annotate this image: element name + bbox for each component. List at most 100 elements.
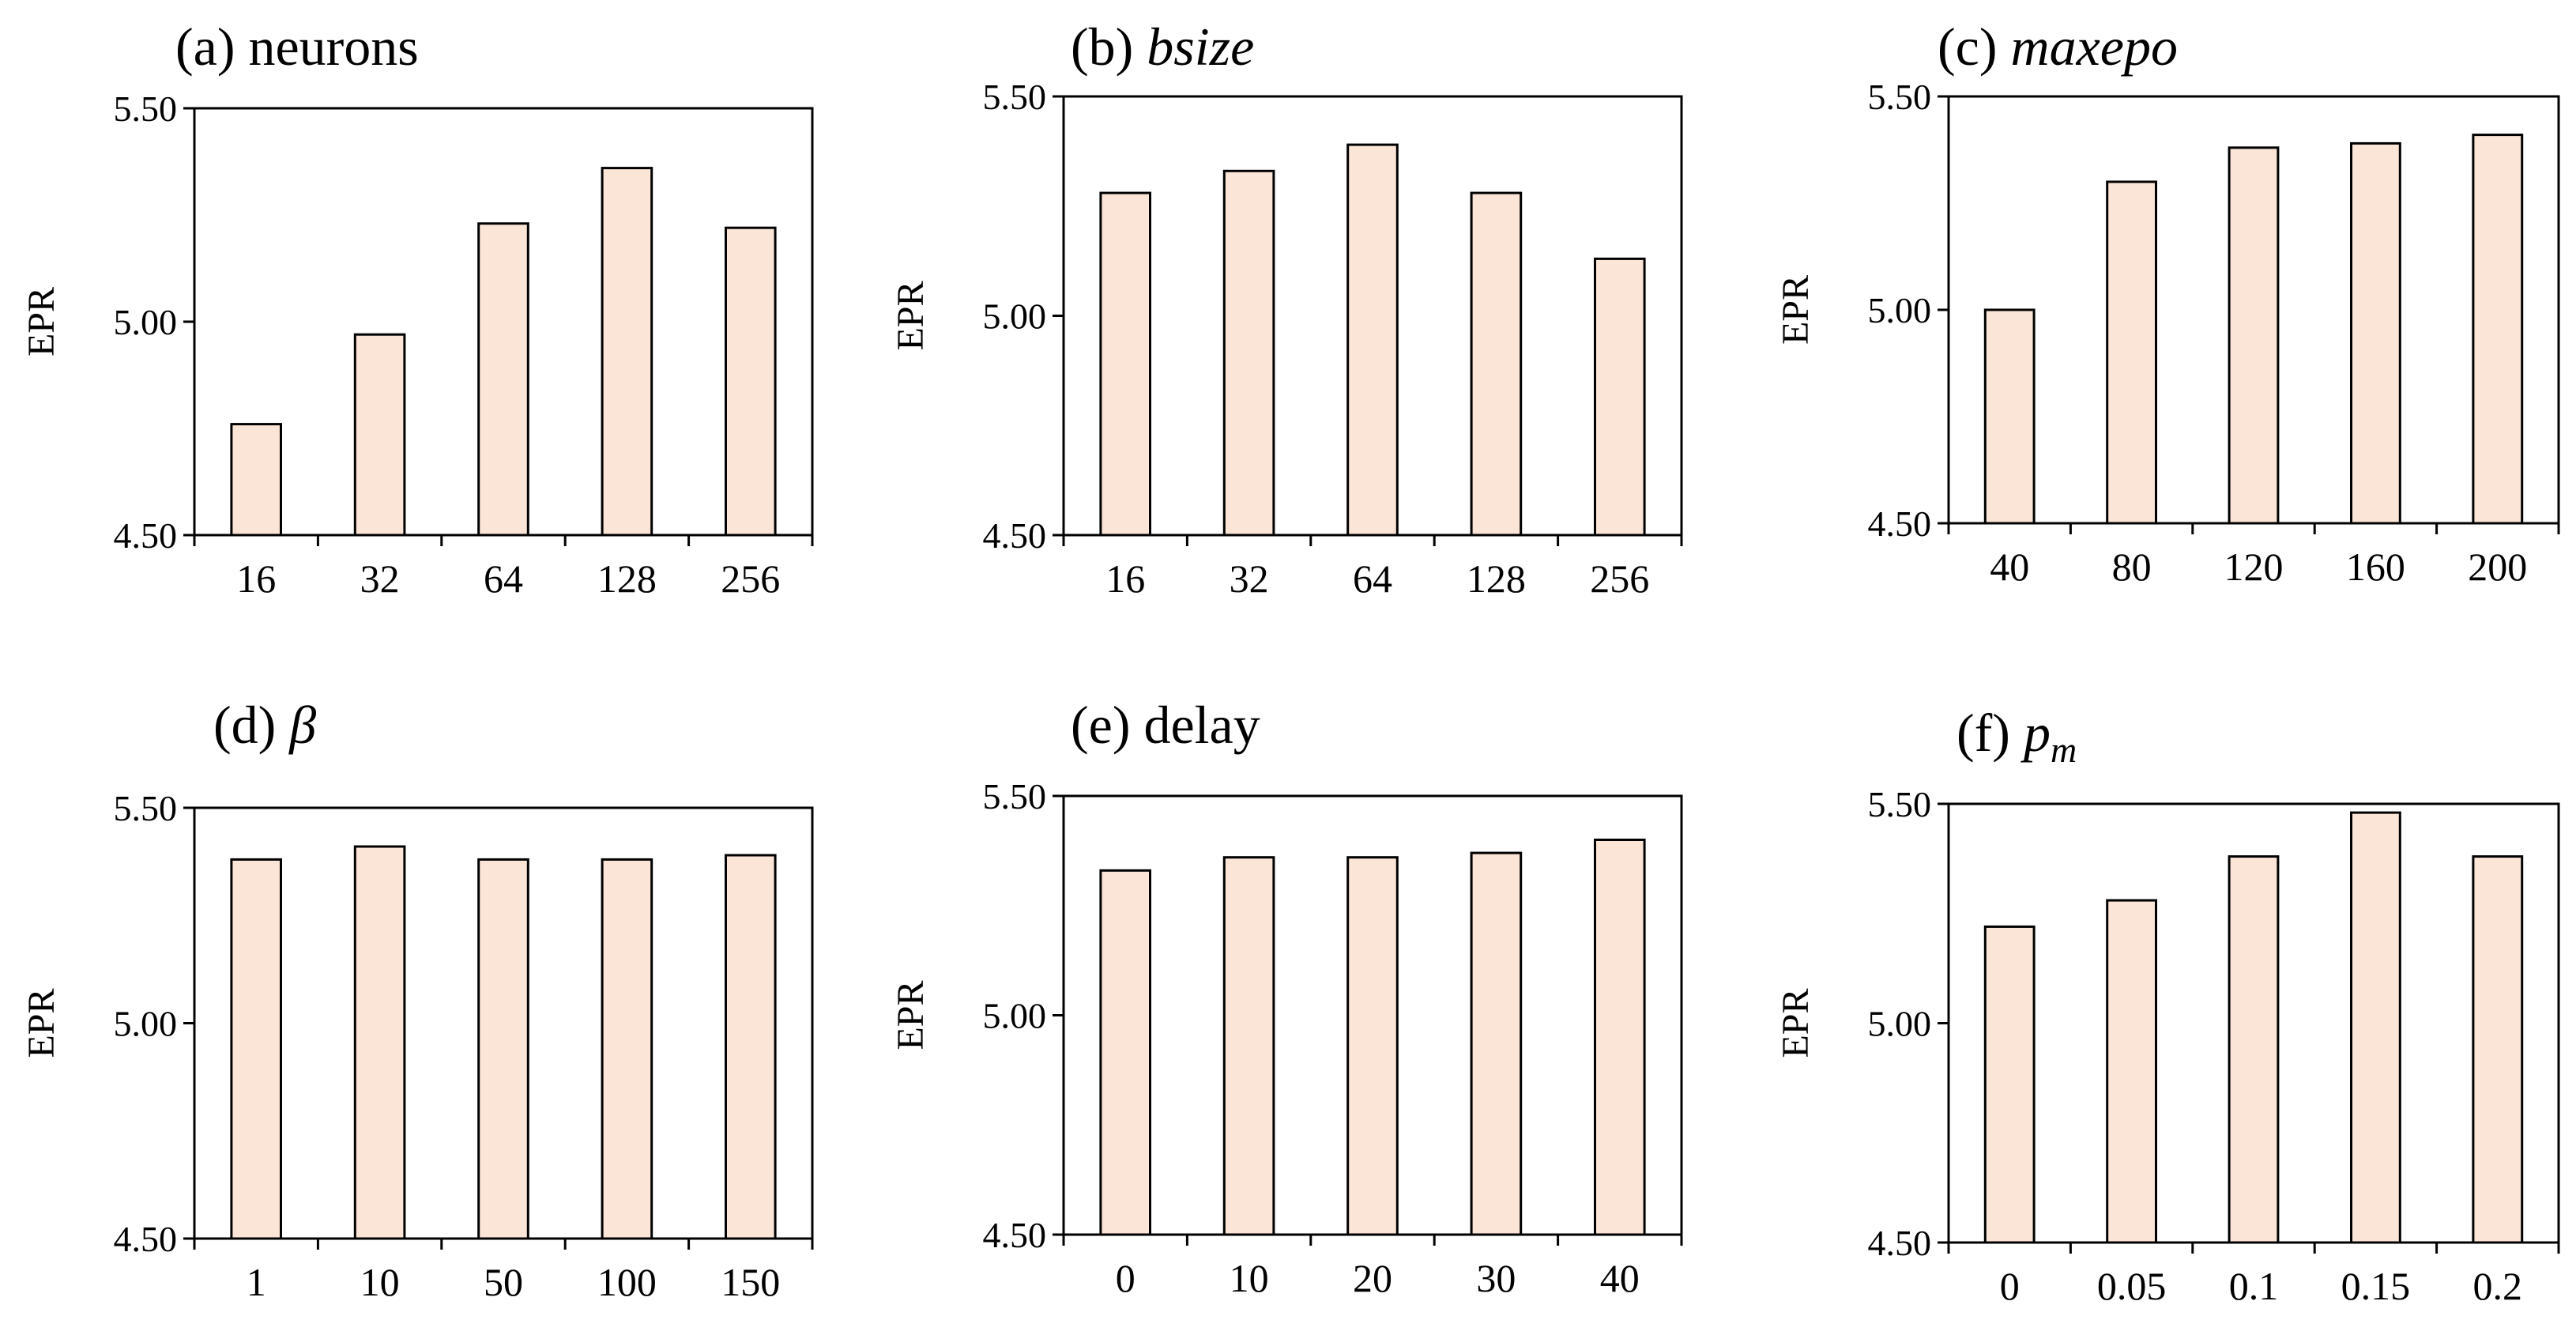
y-tick-label: 4.50	[114, 515, 178, 556]
panel-title-text: neurons	[248, 17, 418, 77]
category-label: 16	[236, 556, 276, 601]
category-label: 20	[1353, 1256, 1392, 1300]
bar	[601, 167, 653, 537]
panel-title: (c) maxepo	[1938, 17, 2178, 77]
y-tick-label: 5.50	[983, 776, 1047, 816]
y-tick-label: 4.50	[1868, 1223, 1932, 1263]
category-label: 160	[2346, 545, 2405, 589]
bar	[1594, 257, 1646, 537]
category-label: 150	[721, 1260, 780, 1304]
y-tick-label: 5.50	[114, 788, 178, 828]
y-axis-label: EPR	[1775, 988, 1817, 1058]
chart-panel-4: (d) β 4.50 5.00 5.50 1 10 50 100 150 EPR	[21, 695, 814, 1304]
category-label: 0.1	[2229, 1264, 2279, 1308]
bar	[2472, 134, 2524, 525]
y-tick-label: 5.00	[114, 302, 178, 342]
y-tick-label: 4.50	[983, 1215, 1047, 1255]
bar	[230, 858, 282, 1240]
bar	[2106, 180, 2157, 525]
panel-title-prefix: (b)	[1071, 17, 1147, 77]
category-label: 16	[1105, 556, 1145, 601]
category-label: 200	[2468, 545, 2527, 589]
chart-panel-6: (f) pm 4.50 5.00 5.50 0 0.05 0.1 0.15 0.2 EPR	[1775, 703, 2560, 1308]
panel-title-prefix: (e)	[1071, 695, 1143, 755]
bar	[353, 333, 406, 537]
category-label: 32	[360, 556, 400, 601]
category-label: 32	[1230, 556, 1269, 601]
category-label: 0.05	[2097, 1264, 2167, 1308]
bar	[725, 854, 777, 1240]
panel-title-math: maxepo	[2010, 17, 2177, 77]
bar	[1470, 191, 1523, 537]
bar	[1346, 143, 1399, 537]
bar	[1346, 856, 1399, 1236]
y-axis-label: EPR	[21, 287, 62, 356]
category-label: 0	[1116, 1256, 1135, 1300]
panel-title-prefix: (f)	[1956, 703, 2024, 763]
bar	[2228, 146, 2280, 525]
category-label: 40	[1600, 1256, 1640, 1300]
panel-title-prefix: (d)	[213, 695, 289, 755]
category-label: 1	[247, 1260, 266, 1304]
bar	[2350, 141, 2401, 525]
category-label: 100	[597, 1260, 657, 1304]
panel-title: (b) bsize	[1071, 17, 1254, 77]
bar	[230, 423, 282, 537]
bar	[1099, 869, 1152, 1236]
category-label: 10	[360, 1260, 400, 1304]
y-tick-label: 4.50	[1868, 503, 1932, 544]
y-tick-label: 5.50	[114, 89, 178, 129]
bar	[2228, 855, 2280, 1244]
chart-panel-1: (a) neurons 4.50 5.00 5.50 16 32 64 128 256 EPR	[21, 17, 814, 601]
panel-title-prefix: (c)	[1938, 17, 2010, 77]
bar	[1594, 839, 1646, 1236]
bar	[2472, 855, 2524, 1244]
y-axis-label: EPR	[890, 980, 932, 1050]
panel-title-math: β	[288, 695, 316, 755]
category-label: 10	[1230, 1256, 1269, 1300]
category-label: 256	[1590, 556, 1649, 601]
y-tick-label: 5.50	[983, 77, 1047, 117]
category-label: 80	[2112, 545, 2152, 589]
y-tick-label: 4.50	[114, 1219, 178, 1259]
bar	[725, 226, 777, 537]
category-label: 30	[1476, 1256, 1516, 1300]
panel-title: (d) β	[213, 695, 316, 755]
category-label: 40	[1990, 545, 2029, 589]
category-label: 0	[2000, 1264, 2020, 1308]
panel-title: (a) neurons	[175, 17, 419, 77]
bar	[353, 845, 406, 1240]
y-tick-label: 5.00	[114, 1004, 178, 1044]
bar	[2106, 899, 2157, 1244]
chart-panel-3: (c) maxepo 4.50 5.00 5.50 40 80 120 160 200 EPR	[1775, 17, 2560, 589]
panel-title-text: delay	[1143, 695, 1260, 755]
y-tick-label: 5.00	[1868, 290, 1932, 330]
bar	[1222, 169, 1275, 537]
bar	[477, 222, 529, 537]
y-tick-label: 5.50	[1868, 77, 1932, 117]
category-label: 64	[1353, 556, 1392, 601]
category-label: 128	[597, 556, 657, 601]
panel-title: (e) delay	[1071, 695, 1260, 755]
category-label: 256	[721, 556, 780, 601]
bar	[1470, 851, 1523, 1236]
y-tick-label: 5.00	[983, 296, 1047, 337]
panel-title-prefix: (a)	[175, 17, 248, 77]
category-label: 64	[484, 556, 523, 601]
y-axis-label: EPR	[890, 281, 932, 350]
category-label: 128	[1467, 556, 1526, 601]
category-label: 0.15	[2341, 1264, 2411, 1308]
y-tick-label: 5.00	[983, 996, 1047, 1036]
y-tick-label: 5.00	[1868, 1004, 1932, 1044]
bar	[1983, 925, 2036, 1244]
category-label: 0.2	[2473, 1264, 2523, 1308]
y-axis-label: EPR	[1775, 275, 1817, 345]
chart-panel-5: (e) delay 4.50 5.00 5.50 0 10 20 30 40 EPR	[890, 695, 1683, 1300]
panel-title: (f) pm	[1956, 703, 2077, 770]
y-tick-label: 4.50	[983, 515, 1047, 556]
bar	[477, 858, 529, 1240]
bar	[601, 858, 653, 1240]
chart-panel-2: (b) bsize 4.50 5.00 5.50 16 32 64 128 256 EPR	[890, 17, 1683, 601]
bar	[1222, 856, 1275, 1236]
